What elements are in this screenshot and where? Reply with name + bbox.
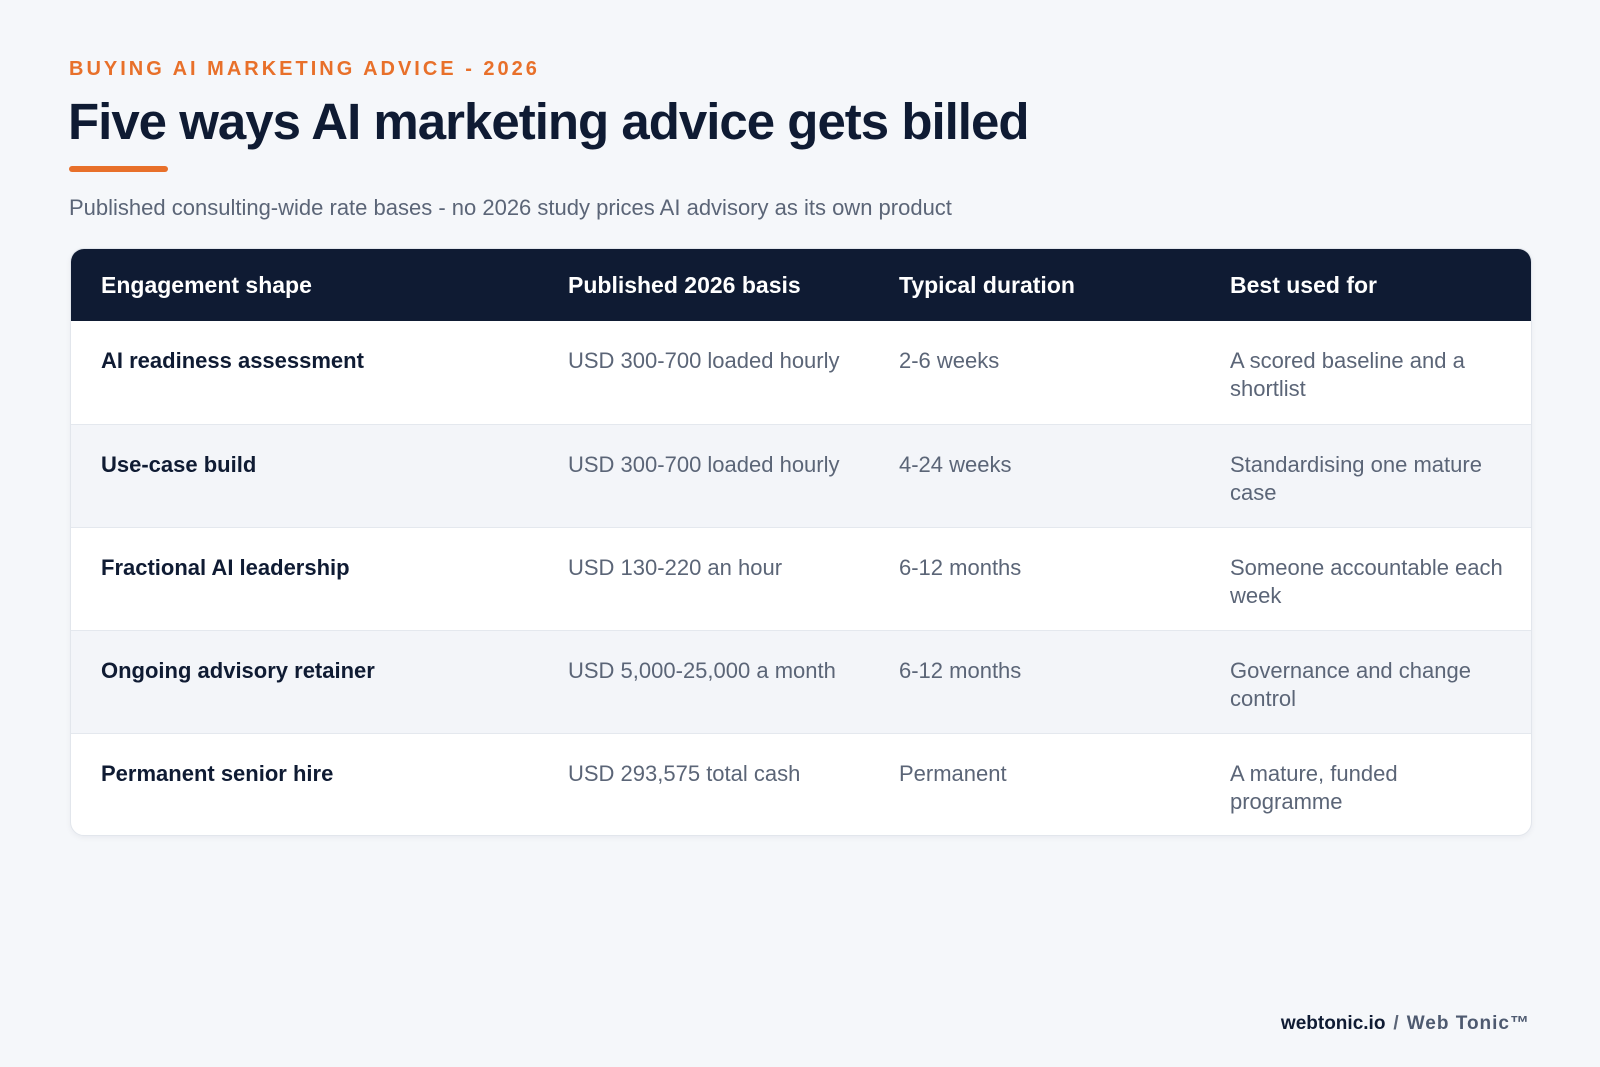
footer-credit: webtonic.io / Web Tonic™	[1281, 1013, 1530, 1035]
engagement-shape-cell: Ongoing advisory retainer	[101, 657, 375, 683]
engagement-shape-cell: Fractional AI leadership	[101, 554, 350, 580]
duration-cell: 4-24 weeks	[899, 451, 1012, 477]
duration-cell: 6-12 months	[899, 554, 1022, 580]
table-row: AI readiness assessment USD 300-700 load…	[71, 321, 1531, 424]
table-header-row: Engagement shape Published 2026 basis Ty…	[71, 249, 1531, 321]
table-row: Use-case build USD 300-700 loaded hourly…	[71, 424, 1531, 527]
pricing-table-card: Engagement shape Published 2026 basis Ty…	[70, 248, 1532, 836]
page-subtitle: Published consulting-wide rate bases - n…	[69, 195, 952, 220]
table-header: Engagement shape Published 2026 basis Ty…	[71, 249, 1531, 321]
column-header-typical-duration: Typical duration	[899, 271, 1075, 298]
footer-separator: /	[1393, 1013, 1399, 1034]
basis-cell: USD 5,000-25,000 a month	[568, 657, 836, 683]
table-row: Ongoing advisory retainer USD 5,000-25,0…	[71, 630, 1531, 733]
footer-site-link[interactable]: webtonic.io	[1280, 1013, 1386, 1034]
title-accent-bar	[69, 166, 168, 172]
engagement-shape-cell: Use-case build	[101, 451, 257, 477]
basis-cell: USD 300-700 loaded hourly	[568, 348, 840, 373]
column-header-best-used-for: Best used for	[1230, 271, 1377, 298]
best-for-cell: Governance and change control	[1230, 657, 1471, 711]
basis-cell: USD 293,575 total cash	[568, 760, 801, 786]
table-row: Fractional AI leadership USD 130-220 an …	[71, 527, 1531, 630]
best-for-cell: A mature, funded programme	[1230, 760, 1398, 814]
duration-cell: 6-12 months	[899, 657, 1022, 683]
best-for-cell: Someone accountable each week	[1230, 554, 1503, 608]
basis-cell: USD 300-700 loaded hourly	[568, 451, 840, 477]
table-body: AI readiness assessment USD 300-700 load…	[71, 321, 1531, 835]
best-for-cell: Standardising one mature case	[1230, 451, 1482, 505]
column-header-published-basis: Published 2026 basis	[568, 271, 801, 298]
column-header-engagement-shape: Engagement shape	[101, 271, 312, 298]
duration-cell: 2-6 weeks	[899, 348, 1000, 373]
duration-cell: Permanent	[899, 760, 1007, 786]
table-row: Permanent senior hire USD 293,575 total …	[71, 733, 1531, 835]
pricing-table: Engagement shape Published 2026 basis Ty…	[71, 249, 1531, 835]
best-for-cell: A scored baseline and a shortlist	[1230, 348, 1465, 401]
engagement-shape-cell: AI readiness assessment	[101, 348, 364, 373]
engagement-shape-cell: Permanent senior hire	[101, 760, 334, 786]
basis-cell: USD 130-220 an hour	[568, 554, 783, 580]
footer-brand: Web Tonic™	[1406, 1013, 1530, 1034]
eyebrow-label: BUYING AI MARKETING ADVICE - 2026	[69, 58, 540, 80]
page-title: Five ways AI marketing advice gets bille…	[68, 93, 1029, 150]
